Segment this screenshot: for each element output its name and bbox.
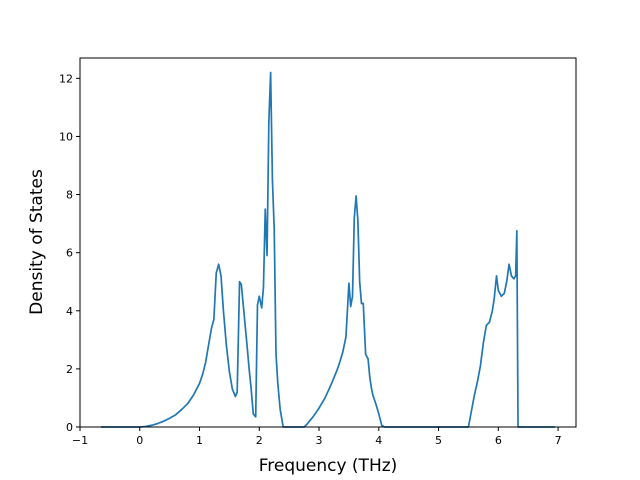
y-tick-label: 2 [66,363,73,376]
plot-area [80,58,576,427]
y-tick-label: 6 [66,247,73,260]
x-tick-label: 7 [555,434,562,447]
x-tick-label: 6 [495,434,502,447]
y-tick-label: 8 [66,189,73,202]
series-layer [100,71,556,428]
dos-series-line [100,71,556,428]
x-tick-label: 4 [375,434,382,447]
y-axis-label: Density of States [27,169,47,315]
y-tick-label: 4 [66,305,73,318]
y-tick-label: 10 [59,130,73,143]
y-tick-label: 12 [59,72,73,85]
x-tick-label: 2 [256,434,263,447]
x-tick-label: 0 [136,434,143,447]
x-tick-label: 3 [316,434,323,447]
x-tick-label: 1 [196,434,203,447]
plot-frame [79,57,577,428]
y-tick-label: 0 [66,421,73,434]
x-tick-label: −1 [72,434,88,447]
x-axis-label: Frequency (THz) [259,456,398,476]
x-tick-label: 5 [435,434,442,447]
